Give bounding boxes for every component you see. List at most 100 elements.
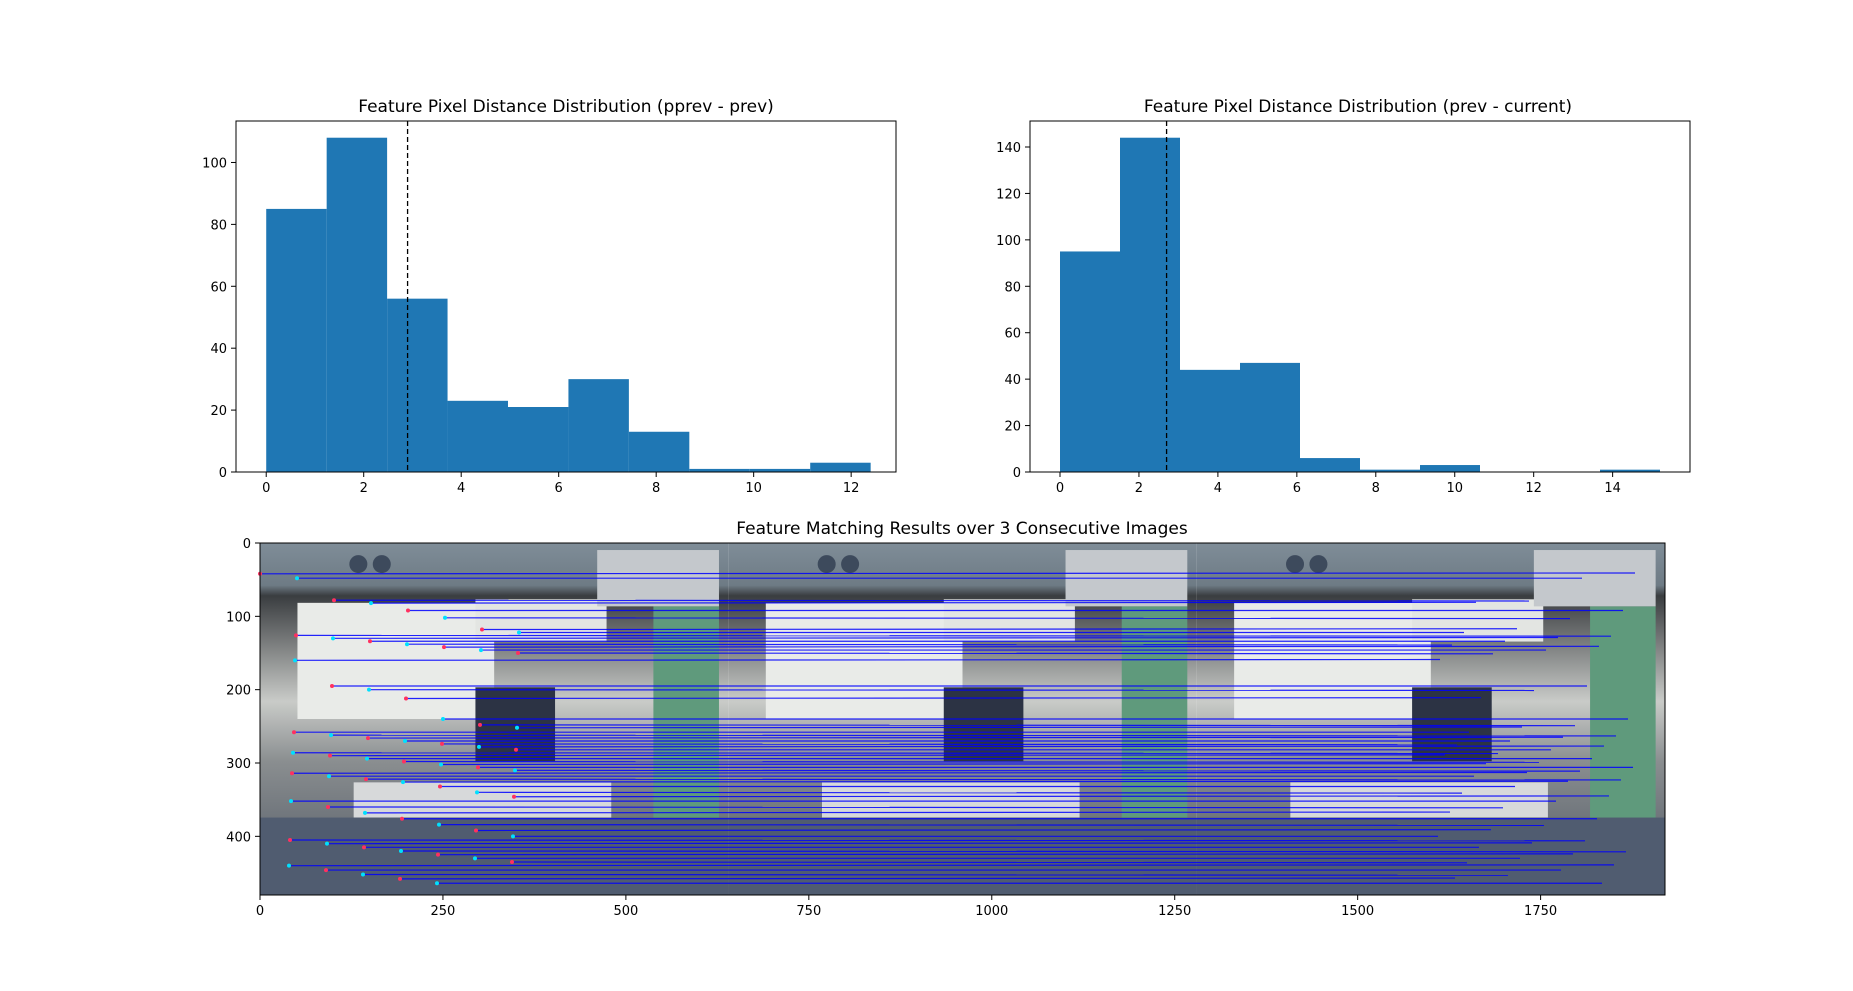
x-tick-label: 2: [360, 481, 368, 496]
keypoint-marker: [510, 860, 514, 864]
y-tick-label: 200: [226, 684, 251, 699]
histogram-bar: [1120, 137, 1180, 472]
keypoint-marker: [440, 741, 444, 746]
x-tick-label: 12: [1525, 481, 1542, 496]
match-line: [513, 795, 1610, 798]
paper-sheets: [297, 602, 495, 719]
keypoint-marker: [364, 777, 368, 782]
match-line: [332, 636, 1559, 639]
figurine: [817, 555, 836, 574]
keypoint-marker: [293, 658, 297, 663]
match-line: [329, 754, 1446, 757]
y-tick-label: 20: [1004, 420, 1021, 435]
chart-title: Feature Pixel Distance Distribution (pre…: [1144, 97, 1572, 117]
open-book: [353, 782, 612, 818]
match-line: [511, 861, 1468, 864]
keypoint-marker: [439, 762, 443, 767]
histogram-bar: [447, 400, 508, 472]
match-line: [362, 873, 1509, 876]
keypoint-marker: [399, 849, 403, 853]
keypoint-marker: [400, 816, 404, 821]
y-tick-label: 80: [210, 218, 227, 233]
histogram-bar: [1240, 362, 1300, 472]
y-tick-label: 0: [219, 466, 227, 481]
keypoint-marker: [289, 799, 293, 804]
histogram-bar: [810, 462, 871, 472]
match-line: [475, 829, 1492, 832]
keypoint-marker: [325, 841, 329, 846]
keypoint-marker: [511, 834, 515, 839]
y-tick-label: 40: [210, 342, 227, 357]
match-line: [514, 769, 1581, 772]
keypoint-marker: [290, 771, 294, 776]
histogram-bar: [749, 468, 811, 472]
keypoint-marker: [331, 636, 335, 641]
keypoint-marker: [436, 852, 440, 857]
chart-title: Feature Matching Results over 3 Consecut…: [736, 519, 1188, 539]
keypoint-marker: [362, 845, 366, 850]
match-line: [368, 689, 1535, 692]
keypoint-marker: [475, 790, 479, 795]
keypoint-marker: [516, 651, 520, 655]
histogram-bar: [1600, 469, 1660, 472]
match-line: [327, 806, 1504, 809]
histogram-bar: [387, 298, 448, 472]
match-line: [444, 617, 1571, 620]
x-tick-label: 10: [745, 481, 762, 496]
match-line: [406, 643, 1453, 646]
match-line: [289, 839, 1586, 842]
keypoint-marker: [329, 733, 333, 738]
keypoint-marker: [478, 722, 482, 727]
keypoint-marker: [443, 615, 447, 620]
paper-sheets: [1234, 602, 1431, 719]
keypoint-marker: [401, 780, 405, 785]
keypoint-marker: [442, 645, 446, 650]
y-tick-label: 0: [1013, 466, 1021, 481]
match-line: [438, 823, 1545, 827]
keypoint-marker: [361, 872, 365, 877]
y-tick-label: 100: [996, 234, 1021, 249]
match-lines: [258, 571, 1636, 886]
keypoint-marker: [291, 750, 295, 755]
calendar-paper: [1412, 599, 1544, 642]
keypoint-marker: [473, 856, 477, 861]
bar-group: [1060, 137, 1660, 472]
match-line: [481, 628, 1518, 631]
keypoint-marker: [295, 576, 299, 581]
keypoint-marker: [369, 601, 373, 606]
histogram-bar: [1360, 469, 1420, 472]
x-tick-label: 14: [1604, 481, 1621, 496]
x-tick-label: 10: [1446, 481, 1463, 496]
calendar-paper: [475, 599, 607, 642]
histogram-bar: [326, 137, 388, 472]
x-tick-label: 1750: [1524, 904, 1557, 919]
binders: [653, 606, 719, 825]
keypoint-marker: [515, 725, 519, 730]
y-tick-label: 120: [996, 187, 1021, 202]
binders: [1590, 606, 1656, 825]
y-tick-label: 80: [1004, 280, 1021, 295]
histogram-bar: [1180, 369, 1240, 472]
keypoint-marker: [326, 805, 330, 809]
desk-foreground: [1196, 817, 1665, 895]
x-tick-label: 500: [613, 904, 638, 919]
x-tick-label: 750: [796, 904, 821, 919]
keypoint-marker: [480, 627, 484, 632]
keypoint-marker: [405, 642, 409, 647]
match-line: [294, 658, 1441, 661]
x-tick-label: 8: [652, 481, 660, 496]
keypoint-marker: [438, 784, 442, 789]
x-tick-label: 1500: [1341, 904, 1374, 919]
keypoint-marker: [441, 717, 445, 721]
y-tick-label: 60: [1004, 327, 1021, 342]
keypoint-marker: [403, 739, 407, 743]
y-axis-ticks: 0 100 200 300 400: [226, 537, 260, 845]
match-line: [364, 811, 1451, 814]
x-tick-label: 6: [555, 481, 563, 496]
y-tick-label: 400: [226, 830, 251, 845]
image-frame: [259, 542, 1666, 896]
match-line: [365, 778, 1622, 781]
x-tick-label: 4: [1214, 481, 1222, 496]
keypoint-marker: [292, 730, 296, 735]
calendar-paper: [943, 599, 1075, 642]
